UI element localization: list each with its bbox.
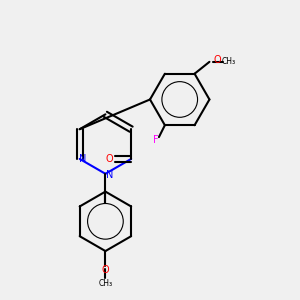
Text: N: N — [106, 170, 114, 180]
Text: CH₃: CH₃ — [222, 57, 236, 66]
Text: CH₃: CH₃ — [98, 279, 112, 288]
Text: N: N — [79, 154, 86, 164]
Text: O: O — [106, 154, 113, 164]
Text: O: O — [102, 266, 109, 275]
Text: O: O — [213, 56, 221, 65]
Text: F: F — [153, 135, 159, 145]
